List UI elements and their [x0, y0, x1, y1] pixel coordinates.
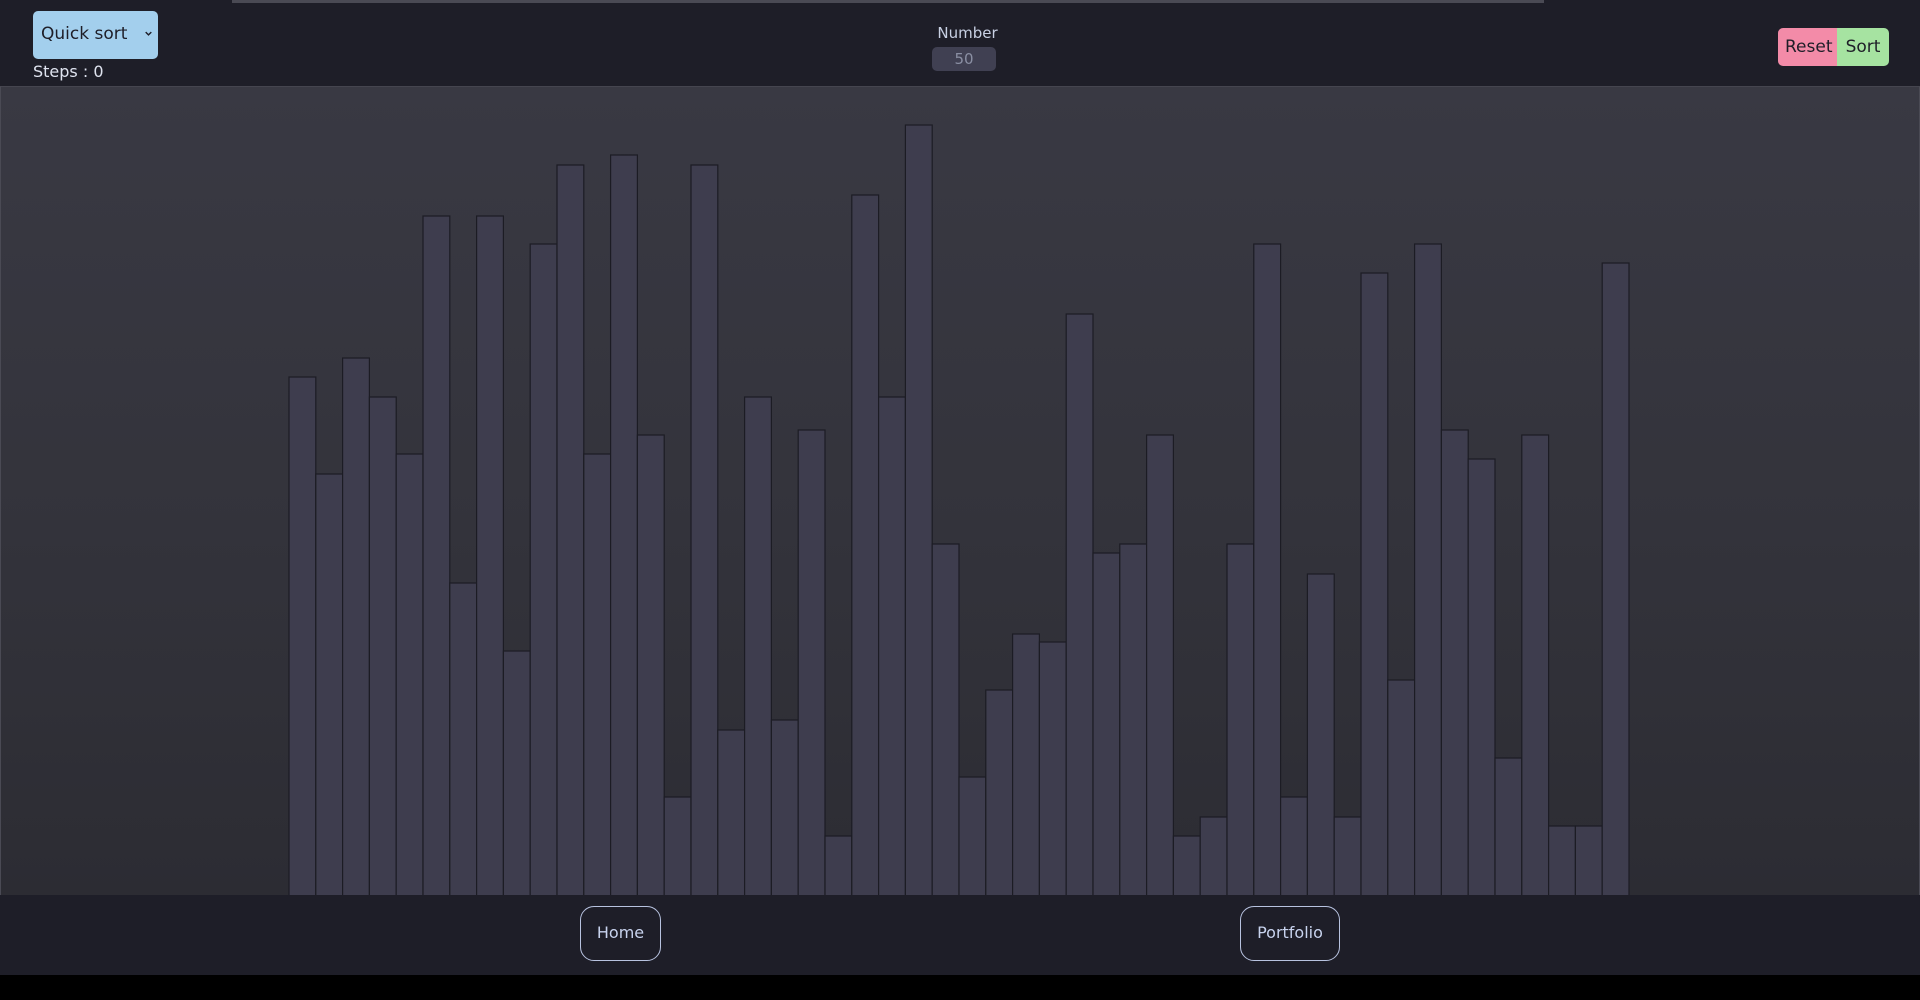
bar-18 — [743, 396, 772, 895]
bar-20 — [797, 429, 826, 895]
bar-44 — [1440, 429, 1469, 895]
bar-5 — [395, 453, 424, 895]
bar-35 — [1199, 816, 1228, 895]
bar-13 — [609, 154, 638, 895]
bar-25 — [931, 543, 960, 895]
bar-8 — [476, 215, 505, 895]
action-button-group: Reset Sort — [1778, 28, 1889, 66]
bar-36 — [1226, 543, 1255, 895]
bar-1 — [288, 376, 317, 895]
bar-6 — [422, 215, 451, 895]
bar-38 — [1279, 796, 1308, 895]
bar-49 — [1574, 825, 1603, 895]
bar-15 — [663, 796, 692, 895]
bar-12 — [583, 453, 612, 895]
bar-41 — [1360, 272, 1389, 895]
bar-33 — [1145, 434, 1174, 895]
bar-31 — [1092, 552, 1121, 895]
bar-28 — [1011, 633, 1040, 895]
bar-16 — [690, 164, 719, 895]
bar-29 — [1038, 641, 1067, 895]
bar-37 — [1253, 243, 1282, 895]
bar-34 — [1172, 835, 1201, 895]
bar-46 — [1494, 757, 1523, 895]
bar-10 — [529, 243, 558, 895]
top-scroll-strip — [0, 0, 1920, 6]
footer-nav: Home Portfolio — [0, 895, 1920, 975]
bar-2 — [315, 473, 344, 895]
sort-button[interactable]: Sort — [1837, 28, 1889, 66]
number-label: Number — [937, 24, 998, 42]
bar-17 — [717, 729, 746, 895]
chevron-down-icon — [145, 31, 152, 36]
algorithm-select[interactable]: Quick sort — [33, 11, 158, 59]
home-link[interactable]: Home — [580, 906, 661, 961]
bar-27 — [985, 689, 1014, 895]
bar-chart — [288, 124, 1630, 895]
number-input[interactable]: 50 — [932, 47, 996, 71]
bar-9 — [502, 650, 531, 895]
bar-42 — [1387, 679, 1416, 895]
bar-39 — [1306, 573, 1335, 895]
bar-visualization-area — [0, 86, 1920, 895]
bar-4 — [368, 396, 397, 895]
algorithm-select-value: Quick sort — [41, 24, 128, 44]
bar-11 — [556, 164, 585, 895]
bar-22 — [851, 194, 880, 895]
steps-counter: Steps : 0 — [33, 62, 104, 81]
bar-23 — [877, 396, 906, 895]
bar-7 — [449, 582, 478, 895]
bar-47 — [1521, 434, 1550, 895]
bar-32 — [1119, 543, 1148, 895]
bar-19 — [770, 719, 799, 895]
bar-26 — [958, 776, 987, 895]
bar-40 — [1333, 816, 1362, 895]
bar-50 — [1601, 262, 1630, 895]
reset-button[interactable]: Reset — [1778, 28, 1837, 66]
bar-43 — [1413, 243, 1442, 895]
top-scroll-thumb[interactable] — [232, 0, 1544, 3]
bar-30 — [1065, 313, 1094, 895]
bar-3 — [342, 357, 371, 895]
bar-21 — [824, 835, 853, 895]
bar-24 — [904, 124, 933, 895]
bar-48 — [1547, 825, 1576, 895]
header-toolbar: Quick sort Steps : 0 Number 50 Reset Sor… — [0, 6, 1920, 86]
portfolio-link[interactable]: Portfolio — [1240, 906, 1340, 961]
bar-45 — [1467, 458, 1496, 895]
bar-14 — [636, 434, 665, 895]
